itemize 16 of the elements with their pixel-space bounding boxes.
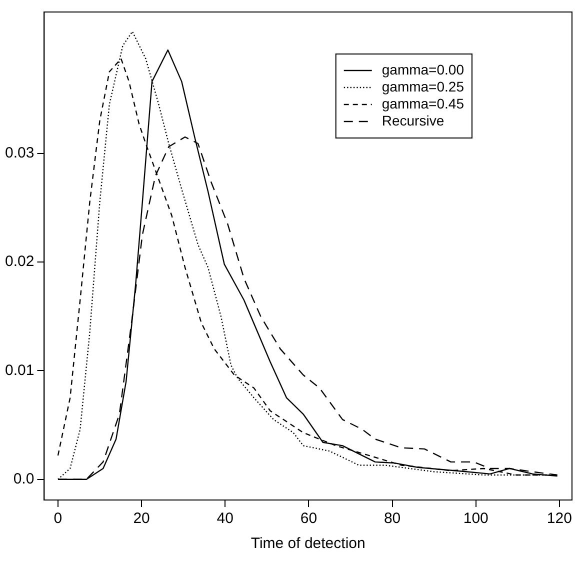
legend-label: gamma=0.45 — [382, 95, 464, 112]
x-tick-label: 60 — [300, 510, 318, 528]
x-tick-label: 20 — [133, 510, 150, 528]
y-tick-label: 0.03 — [4, 144, 34, 162]
x-tick-label: 40 — [216, 510, 234, 528]
x-tick-label: 80 — [384, 510, 401, 528]
x-axis-title: Time of detection — [250, 535, 366, 552]
legend-label: gamma=0.00 — [382, 61, 464, 78]
x-tick-label: 0 — [54, 510, 62, 528]
x-tick-label: 120 — [546, 510, 572, 528]
legend-label: Recursive — [382, 112, 444, 128]
y-tick-label: 0.0 — [13, 470, 34, 488]
y-tick-label: 0.02 — [4, 253, 34, 270]
legend-label: gamma=0.25 — [382, 78, 464, 94]
x-tick-label: 100 — [463, 510, 488, 528]
y-tick-label: 0.01 — [4, 362, 34, 379]
